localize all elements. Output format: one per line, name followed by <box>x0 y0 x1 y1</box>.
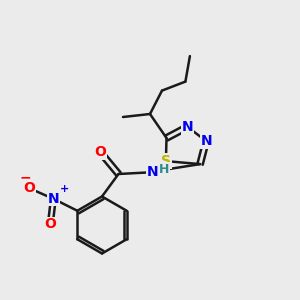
Text: N: N <box>200 134 212 148</box>
Text: S: S <box>161 154 171 168</box>
Text: +: + <box>60 184 69 194</box>
Text: O: O <box>94 146 106 159</box>
Text: O: O <box>44 217 56 231</box>
Text: −: − <box>20 171 31 184</box>
Text: O: O <box>23 181 35 195</box>
Text: H: H <box>159 163 170 176</box>
Text: N: N <box>182 120 193 134</box>
Text: N: N <box>147 165 158 179</box>
Text: N: N <box>47 192 59 206</box>
